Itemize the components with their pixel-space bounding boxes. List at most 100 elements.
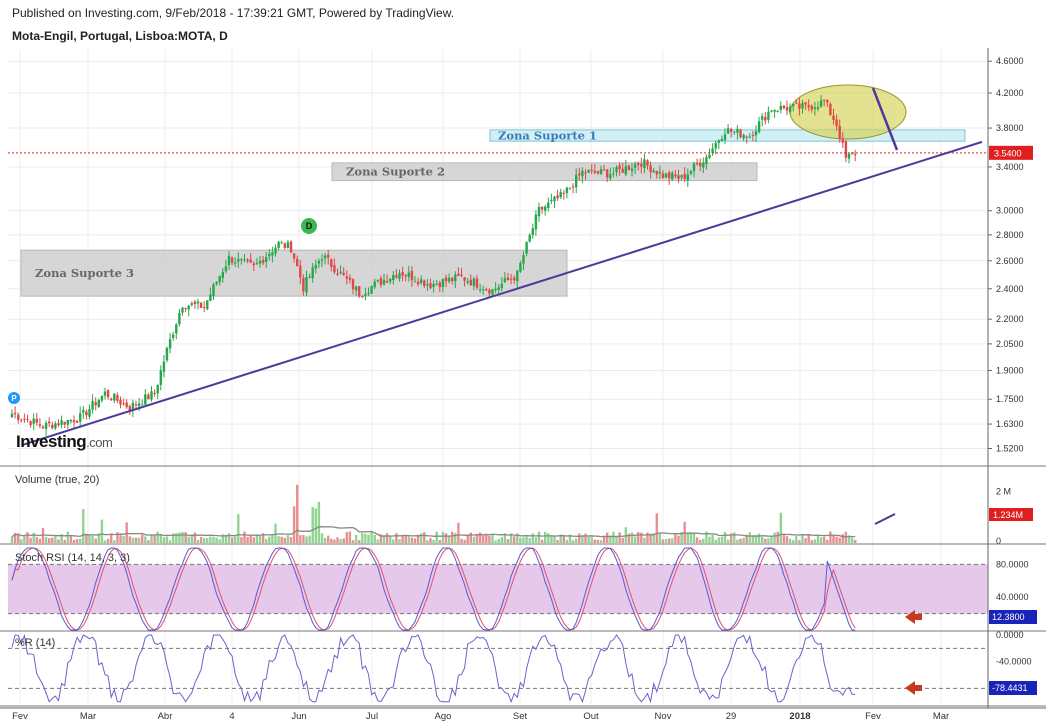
candle-body xyxy=(819,100,823,107)
volume-bar xyxy=(494,540,497,543)
candle-body xyxy=(348,277,352,280)
volume-bar xyxy=(88,534,91,543)
candle-body xyxy=(782,105,786,109)
volume-bar xyxy=(224,534,228,543)
candle-body xyxy=(72,420,76,423)
volume-bar xyxy=(568,534,572,543)
volume-title: Volume (true, 20) xyxy=(15,474,99,486)
volume-bar xyxy=(596,539,600,543)
candle-body xyxy=(463,277,466,281)
candle-body xyxy=(562,192,565,194)
volume-bar xyxy=(661,539,665,543)
volume-bar xyxy=(615,536,618,543)
volume-bar xyxy=(593,539,596,543)
candle-body xyxy=(451,277,454,282)
candle-body xyxy=(243,259,246,261)
candle-body xyxy=(258,260,262,264)
candle-body xyxy=(91,400,94,410)
volume-bar xyxy=(209,536,212,543)
candle-body xyxy=(810,105,813,110)
candle-body xyxy=(624,166,627,175)
candle-body xyxy=(621,168,624,173)
arrow-annotation xyxy=(905,610,922,624)
candle-body xyxy=(491,289,494,295)
volume-bar xyxy=(565,539,569,543)
candle-body xyxy=(100,395,104,401)
candle-body xyxy=(788,106,792,113)
candle-body xyxy=(265,257,268,263)
candle-body xyxy=(69,419,73,422)
candle-body xyxy=(379,278,383,285)
volume-bar xyxy=(829,531,832,543)
candle-body xyxy=(668,172,671,179)
candle-body xyxy=(519,263,522,272)
volume-bar xyxy=(184,531,187,543)
volume-bar xyxy=(798,540,801,543)
volume-bar xyxy=(460,538,463,543)
x-tick-label: Ago xyxy=(435,711,452,722)
volume-bar xyxy=(187,536,190,543)
volume-bar xyxy=(540,539,544,543)
volume-bar xyxy=(327,535,330,543)
candle-body xyxy=(612,173,615,175)
candle-body xyxy=(795,102,798,104)
oscillator-last-box xyxy=(989,681,1037,695)
volume-bar xyxy=(103,540,107,543)
candle-body xyxy=(358,286,361,297)
volume-bar xyxy=(48,538,51,543)
volume-bar xyxy=(509,533,513,543)
volume-bar xyxy=(271,534,274,543)
volume-bar xyxy=(658,533,662,543)
x-tick-label: Fev xyxy=(12,711,28,722)
candle-body xyxy=(302,277,305,292)
candle-body xyxy=(792,104,795,107)
last-price-box xyxy=(989,145,1033,160)
candle-body xyxy=(66,419,69,425)
candle-body xyxy=(280,242,283,244)
candle-body xyxy=(385,281,389,283)
candle-body xyxy=(807,104,810,108)
candle-body xyxy=(550,199,553,202)
volume-bar xyxy=(299,535,302,543)
volume-bar xyxy=(655,513,658,543)
candle-body xyxy=(413,281,417,283)
volume-bar xyxy=(770,535,773,543)
candle-body xyxy=(736,128,739,133)
candle-body xyxy=(429,283,432,289)
volume-last-box xyxy=(989,508,1033,521)
volume-bar xyxy=(506,539,510,543)
candle-body xyxy=(311,267,314,279)
volume-bar xyxy=(435,531,438,543)
volume-bar xyxy=(714,539,717,543)
volume-bar xyxy=(668,538,671,543)
candle-body xyxy=(246,259,249,262)
volume-trend-marker xyxy=(874,513,896,525)
candle-body xyxy=(537,206,541,217)
volume-bar xyxy=(702,538,705,543)
candle-body xyxy=(482,289,485,291)
price-tick-label: 4.6000 xyxy=(996,56,1024,66)
candle-body xyxy=(367,292,370,294)
price-tick-label: 2.6000 xyxy=(996,256,1024,266)
volume-bar xyxy=(243,531,246,543)
candle-body xyxy=(416,281,420,285)
volume-bar xyxy=(221,534,224,543)
volume-bar xyxy=(63,539,66,543)
candle-body xyxy=(829,103,832,115)
candle-body xyxy=(48,421,51,424)
candle-body xyxy=(488,289,491,294)
candle-body xyxy=(252,263,255,266)
candle-body xyxy=(773,109,776,112)
volume-bar xyxy=(367,534,370,543)
candle-body xyxy=(652,170,655,173)
candle-body xyxy=(339,271,342,274)
volume-bar xyxy=(643,537,646,543)
volume-bar xyxy=(745,534,748,543)
volume-bar xyxy=(51,537,54,543)
volume-bar xyxy=(131,537,135,543)
candle-body xyxy=(764,116,767,121)
volume-bar xyxy=(602,535,606,543)
volume-bar xyxy=(125,522,128,543)
volume-bar xyxy=(742,537,745,543)
